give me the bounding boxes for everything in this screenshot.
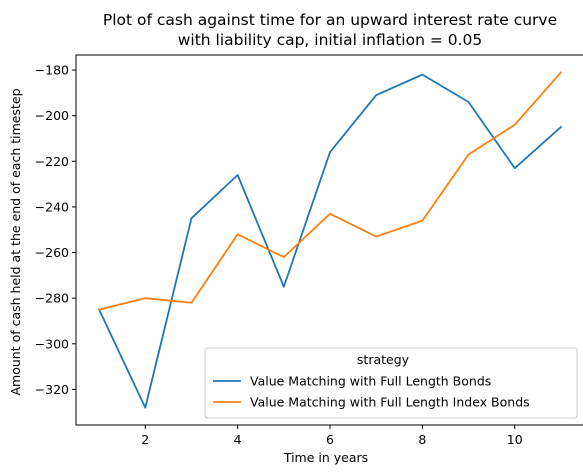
y-tick-label: −240 xyxy=(35,199,69,214)
x-tick-label: 8 xyxy=(418,432,426,447)
legend-label-series-1: Value Matching with Full Length Bonds xyxy=(250,374,491,389)
x-tick-label: 6 xyxy=(326,432,334,447)
chart-title-line-2: with liability cap, initial inflation = … xyxy=(178,31,483,49)
x-tick-label: 4 xyxy=(234,432,242,447)
legend-title: strategy xyxy=(357,352,410,367)
y-axis-label: Amount of cash held at the end of each t… xyxy=(8,88,23,395)
legend-label-series-2: Value Matching with Full Length Index Bo… xyxy=(250,395,530,410)
y-tick-label: −200 xyxy=(35,108,69,123)
y-tick-label: −280 xyxy=(35,291,69,306)
y-tick-label: −180 xyxy=(35,63,69,78)
chart-title-line-1: Plot of cash against time for an upward … xyxy=(103,11,557,29)
y-tick-label: −320 xyxy=(35,382,69,397)
x-tick-label: 10 xyxy=(507,432,523,447)
y-tick-label: −260 xyxy=(35,245,69,260)
y-tick-label: −220 xyxy=(35,154,69,169)
y-tick-label: −300 xyxy=(35,336,69,351)
y-axis: −320 −300 −280 −260 −240 −220 −200 −180 xyxy=(35,63,76,397)
legend: strategy Value Matching with Full Length… xyxy=(205,348,577,418)
series-line-2 xyxy=(99,72,561,309)
x-axis-label: Time in years xyxy=(283,450,368,465)
x-axis: 2 4 6 8 10 xyxy=(141,425,522,447)
x-tick-label: 2 xyxy=(141,432,149,447)
